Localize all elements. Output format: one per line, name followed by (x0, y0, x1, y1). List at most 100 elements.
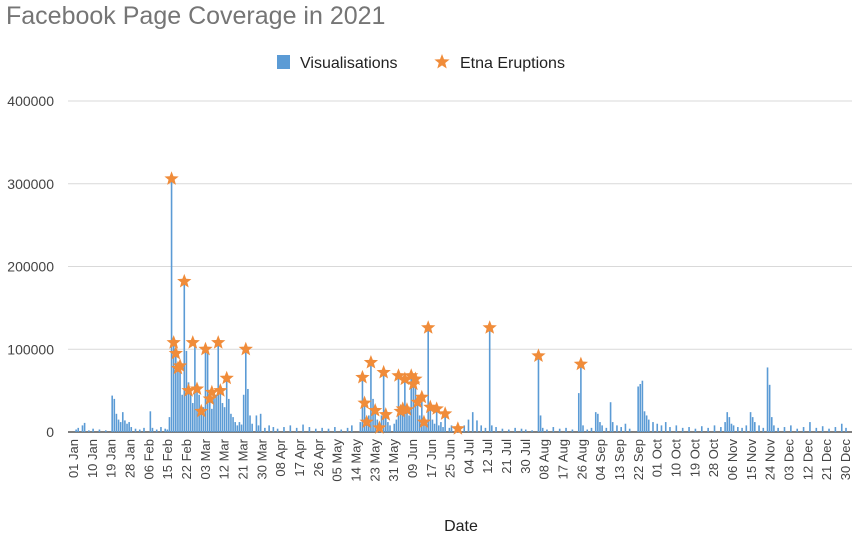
bar (234, 422, 236, 432)
bar (688, 427, 690, 432)
bar (384, 414, 387, 432)
bar (166, 429, 169, 432)
bar (741, 427, 743, 432)
bar (321, 427, 323, 432)
bar (751, 417, 754, 432)
x-axis-ticks: 01 Jan 10 Jan 19 Jan 28 Jan 06 Feb 15 Feb 22 F… (66, 438, 853, 481)
bar (232, 417, 234, 432)
bar (149, 411, 152, 432)
bar (236, 425, 239, 432)
y-tick-label: 0 (46, 424, 54, 440)
bar (442, 427, 444, 432)
bar (77, 427, 80, 432)
eruption-star (211, 335, 226, 349)
bar (777, 427, 779, 432)
bar (143, 427, 145, 432)
x-tick-label: 19 Jan (104, 439, 119, 478)
bar (380, 415, 383, 432)
bar (620, 427, 622, 432)
bar (541, 427, 544, 432)
bar (643, 411, 646, 432)
bar (488, 327, 491, 432)
x-tick-label: 12 Jul (480, 439, 495, 474)
bar (773, 425, 775, 432)
bar (314, 428, 317, 432)
y-axis-ticks: 0 100000 200000 300000 400000 (7, 93, 54, 440)
bar (616, 425, 618, 432)
bar (582, 425, 584, 432)
bar (228, 398, 230, 432)
bar (416, 402, 419, 432)
bar (754, 422, 756, 432)
bar (425, 423, 427, 432)
bar (726, 412, 729, 432)
x-tick-label: 17 Aug (556, 439, 571, 480)
bar (387, 422, 389, 432)
bar (421, 397, 423, 432)
bar (433, 423, 436, 432)
bar (363, 403, 366, 432)
bar (172, 345, 175, 432)
x-tick-label: 24 Nov (763, 439, 778, 481)
bar (92, 428, 94, 432)
eruption-star (357, 395, 372, 410)
bar (768, 384, 771, 432)
x-tick-label: 28 Oct (706, 439, 721, 478)
bar (170, 178, 173, 432)
bar (501, 428, 504, 432)
eruption-star (213, 383, 228, 397)
bar (272, 427, 275, 432)
x-tick-label: 26 Aug (574, 439, 589, 480)
bar (219, 390, 222, 433)
eruption-star (189, 381, 205, 396)
x-tick-label: 12 Mar (217, 438, 232, 479)
bar (404, 379, 406, 432)
bar (724, 422, 726, 432)
bar (119, 422, 122, 432)
bar (249, 415, 251, 432)
bar (98, 429, 101, 432)
bar (611, 422, 614, 432)
bar (251, 423, 253, 432)
bar (514, 427, 516, 432)
bar (117, 419, 120, 432)
bar (124, 420, 126, 432)
bar (641, 380, 644, 432)
bar (155, 429, 158, 432)
bar (531, 430, 533, 432)
bar (840, 423, 843, 432)
bar (121, 412, 124, 432)
bar (435, 408, 438, 432)
bar (255, 415, 258, 432)
bar (393, 423, 396, 432)
bar (382, 372, 385, 432)
bar (448, 427, 451, 432)
bar (187, 382, 190, 432)
bar (720, 427, 722, 432)
bar (539, 415, 542, 432)
bar (406, 409, 408, 432)
bar (656, 423, 659, 432)
bar (223, 407, 226, 432)
bar (372, 398, 374, 432)
bar (259, 413, 262, 432)
bar (151, 427, 154, 432)
bar (815, 427, 818, 432)
bar (463, 425, 466, 432)
bar (628, 428, 631, 432)
eruption-star (423, 399, 438, 414)
bar (181, 394, 183, 432)
bar (609, 402, 612, 432)
bar (524, 429, 527, 432)
bar (397, 375, 400, 432)
bar (183, 281, 186, 432)
bar (408, 415, 410, 432)
x-tick-label: 01 Oct (650, 439, 665, 478)
bar (418, 415, 421, 432)
bar (200, 411, 203, 432)
bar (283, 427, 285, 432)
eruption-star (404, 368, 419, 382)
bar (113, 398, 116, 432)
x-tick-label: 06 Nov (725, 439, 740, 481)
x-tick-label: 13 Sep (612, 439, 627, 480)
